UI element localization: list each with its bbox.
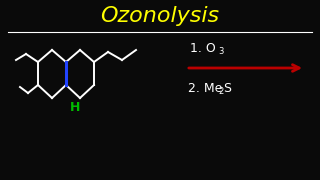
Text: H: H [70, 100, 80, 114]
Text: 2: 2 [218, 87, 223, 96]
Text: 1. O: 1. O [190, 42, 216, 55]
Text: S: S [223, 82, 231, 94]
FancyArrowPatch shape [189, 65, 299, 71]
Text: Ozonolysis: Ozonolysis [100, 6, 220, 26]
Text: 2. Me: 2. Me [188, 82, 222, 94]
Text: 3: 3 [218, 46, 223, 55]
